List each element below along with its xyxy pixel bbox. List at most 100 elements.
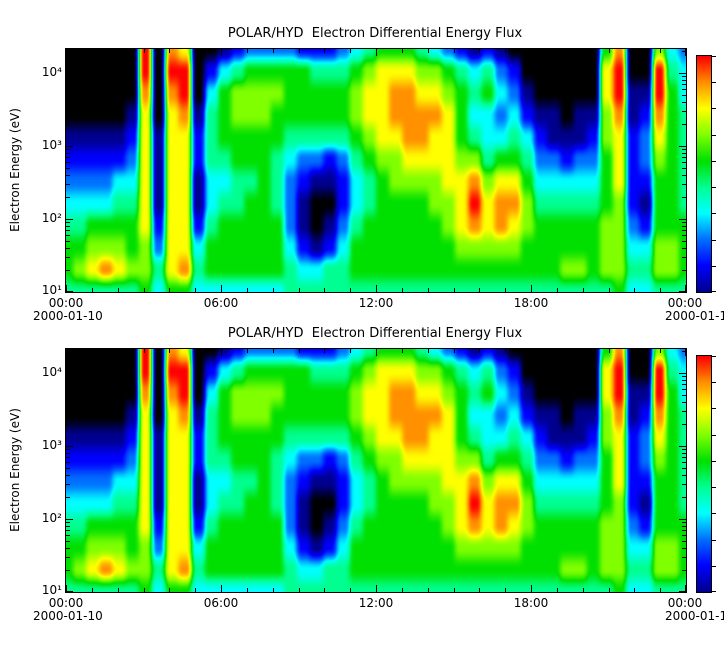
y-axis-major-tick [66,373,73,374]
colorbar-tick [712,161,716,162]
y-axis-minor-tick [682,149,686,150]
x-axis-minor-tick [144,588,145,592]
y-axis-minor-tick [682,526,686,527]
y-axis-minor-tick [682,184,686,185]
y-axis-tick-label: 10¹ [41,583,62,597]
x-axis-minor-tick [609,49,610,53]
y-axis-major-tick [679,446,686,447]
x-axis-minor-tick [169,588,170,592]
y-axis-minor-tick [682,411,686,412]
x-axis-minor-tick [505,288,506,292]
y-axis-minor-tick [682,102,686,103]
x-axis-tick-label: 18:00 [513,296,549,310]
x-axis-minor-tick [92,49,93,53]
colorbar-tick [712,461,716,462]
y-axis-minor-tick [682,497,686,498]
x-axis-minor-tick [583,349,584,353]
x-axis-minor-tick [479,288,480,292]
x-axis-minor-tick [144,288,145,292]
x-axis-minor-tick [247,349,248,353]
y-axis-minor-tick [682,548,686,549]
y-axis-minor-tick [66,526,70,527]
y-axis-minor-tick [66,235,70,236]
x-axis-minor-tick [324,288,325,292]
x-axis-minor-tick [402,588,403,592]
y-axis-minor-tick [66,402,70,403]
x-axis-minor-tick [557,588,558,592]
y-axis-minor-tick [682,153,686,154]
y-axis-tick-label: 10² [41,511,62,525]
y-axis-minor-tick [682,484,686,485]
y-axis-minor-tick [66,175,70,176]
x-axis-major-tick [376,349,377,356]
y-axis-minor-tick [682,557,686,558]
y-axis-minor-tick [66,111,70,112]
colorbar-tick [712,240,716,241]
y-axis-minor-tick [682,111,686,112]
x-axis-major-tick [66,285,67,292]
x-axis-minor-tick [169,49,170,53]
flux-colorbar [696,355,716,593]
y-axis-minor-tick [66,80,70,81]
y-axis-minor-tick [66,153,70,154]
x-axis-minor-tick [118,588,119,592]
x-axis-minor-tick [118,49,119,53]
x-axis-minor-tick [634,288,635,292]
colorbar-tick [712,187,716,188]
colorbar-gradient-canvas [697,356,711,592]
y-axis-minor-tick [682,89,686,90]
x-axis-minor-tick [402,288,403,292]
x-axis-minor-tick [634,49,635,53]
y-axis-minor-tick [66,124,70,125]
colorbar-tick [712,56,716,57]
x-axis-start-date: 2000-01-10 [33,309,103,323]
x-axis-major-tick [66,585,67,592]
x-axis-minor-tick [273,49,274,53]
y-axis-minor-tick [682,424,686,425]
x-axis-tick-label: 00:00 [667,296,703,310]
x-axis-minor-tick [195,349,196,353]
x-axis-major-tick [531,585,532,592]
x-axis-minor-tick [169,288,170,292]
y-axis-minor-tick [682,84,686,85]
x-axis-minor-tick [583,49,584,53]
x-axis-minor-tick [402,49,403,53]
x-axis-major-tick [685,585,686,592]
panel-title: POLAR/HYD Electron Differential Energy F… [227,326,523,341]
x-axis-minor-tick [195,49,196,53]
colorbar-gradient-canvas [697,56,711,292]
y-axis-major-tick [679,591,686,592]
x-axis-tick-label: 00:00 [48,596,84,610]
x-axis-minor-tick [428,349,429,353]
x-axis-minor-tick [92,588,93,592]
x-axis-minor-tick [505,349,506,353]
y-axis-minor-tick [682,95,686,96]
y-axis-minor-tick [66,384,70,385]
y-axis-minor-tick [66,84,70,85]
y-axis-major-tick [66,146,73,147]
y-axis-tick-label: 10³ [41,138,62,152]
y-axis-major-tick [679,146,686,147]
y-axis-minor-tick [66,424,70,425]
spectrogram-panel-top: POLAR/HYD Electron Differential Energy F… [8,26,724,323]
colorbar-tick [712,566,716,567]
x-axis-tick-label: 00:00 [48,296,84,310]
x-axis-minor-tick [169,349,170,353]
x-axis-minor-tick [609,349,610,353]
y-axis-minor-tick [66,226,70,227]
x-axis-minor-tick [479,588,480,592]
colorbar-tick [712,213,716,214]
y-axis-minor-tick [66,248,70,249]
x-axis-tick-label: 12:00 [358,296,394,310]
x-axis-minor-tick [428,49,429,53]
y-axis-minor-tick [66,102,70,103]
y-axis-major-tick [66,519,73,520]
y-axis-minor-tick [66,257,70,258]
x-axis-minor-tick [505,588,506,592]
y-axis-minor-tick [682,230,686,231]
y-axis-minor-tick [66,197,70,198]
y-axis-minor-tick [66,557,70,558]
x-axis-major-tick [221,349,222,356]
spectrogram-plot-area: 00:00 06:00 12:00 18:00 00:00 10¹ 10² 10³ 10⁴ [42,48,702,310]
y-axis-minor-tick [682,449,686,450]
